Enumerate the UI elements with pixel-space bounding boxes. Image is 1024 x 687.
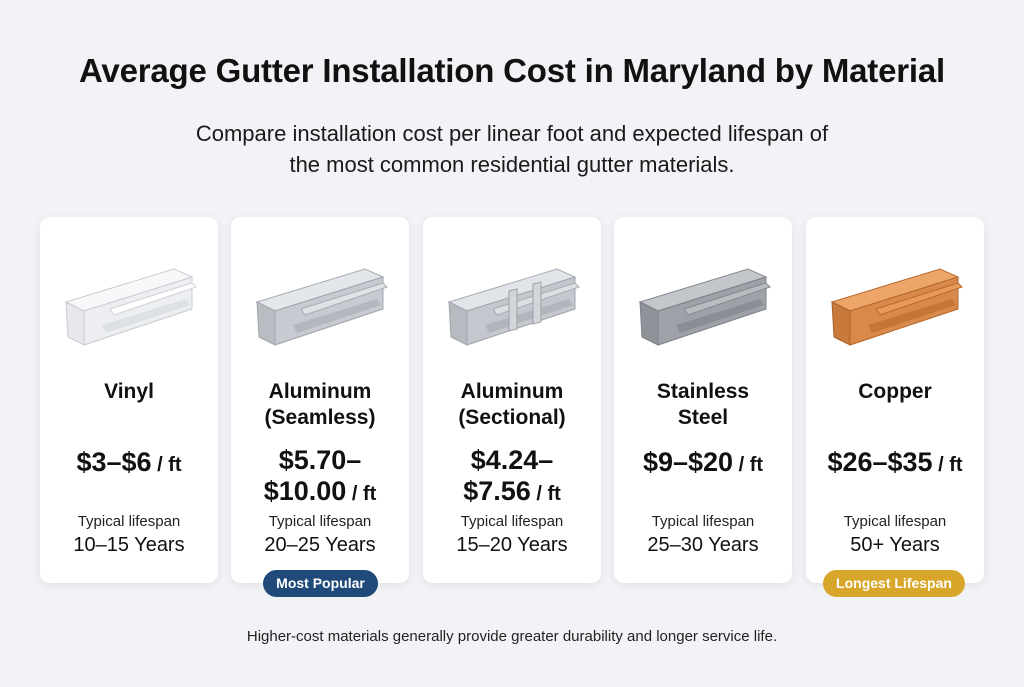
subtitle-line-1: Compare installation cost per linear foo… [195, 121, 829, 146]
longest-lifespan-badge: Longest Lifespan [823, 570, 965, 597]
card-name: Vinyl [40, 379, 218, 405]
card-name-line-2: Steel [677, 406, 729, 429]
card-price: $26–$35 / ft [806, 447, 984, 481]
price-unit: / ft [151, 454, 182, 476]
card-price: $5.70– $10.00 / ft [231, 445, 409, 510]
card-name-line-1: Stainless [656, 380, 750, 403]
page-subtitle: Compare installation cost per linear foo… [150, 118, 874, 180]
lifespan-label: Typical lifespan [77, 513, 181, 530]
footer-note: Higher-cost materials generally provide … [246, 628, 778, 645]
vinyl-gutter-image [64, 268, 197, 346]
price-unit: / ft [733, 454, 764, 476]
card-copper: Copper $26–$35 / ft Typical lifespan 50+… [806, 217, 984, 583]
lifespan-value: 50+ Years [850, 534, 940, 556]
price-value: $26–$35 [827, 447, 933, 477]
card-aluminum-sectional: Aluminum (Sectional) $4.24– $7.56 / ft T… [423, 217, 601, 583]
price-value-line-2: $10.00 [263, 476, 347, 506]
card-price: $9–$20 / ft [614, 447, 792, 481]
lifespan-label: Typical lifespan [651, 513, 755, 530]
subtitle-line-2: the most common residential gutter mater… [289, 152, 735, 177]
aluminum-seamless-gutter-image [255, 268, 388, 346]
lifespan-label: Typical lifespan [460, 513, 564, 530]
card-aluminum-seamless: Aluminum (Seamless) $5.70– $10.00 / ft T… [231, 217, 409, 583]
price-value-line-1: $4.24– [470, 445, 554, 475]
card-name: Copper [806, 379, 984, 405]
card-stainless-steel: Stainless Steel $9–$20 / ft Typical life… [614, 217, 792, 583]
lifespan-label: Typical lifespan [268, 513, 372, 530]
aluminum-sectional-gutter-image [447, 268, 580, 346]
price-value: $3–$6 [76, 447, 152, 477]
card-name-line-1: Aluminum [268, 380, 372, 403]
page-title: Average Gutter Installation Cost in Mary… [79, 52, 945, 89]
card-price: $4.24– $7.56 / ft [423, 445, 601, 510]
card-name-line-1: Vinyl [104, 380, 154, 403]
card-name: Aluminum (Seamless) [231, 379, 409, 431]
lifespan-value: 25–30 Years [647, 534, 759, 556]
price-unit: / ft [346, 483, 377, 505]
card-name-line-1: Aluminum [460, 380, 564, 403]
most-popular-badge: Most Popular [263, 570, 378, 597]
copper-gutter-image [830, 268, 963, 346]
material-cards: Vinyl $3–$6 / ft Typical lifespan 10–15 … [40, 217, 984, 583]
price-unit: / ft [530, 483, 561, 505]
price-unit: / ft [932, 454, 963, 476]
card-name-line-2: (Seamless) [264, 406, 376, 429]
lifespan-value: 15–20 Years [456, 534, 568, 556]
lifespan-value: 20–25 Years [264, 534, 376, 556]
card-vinyl: Vinyl $3–$6 / ft Typical lifespan 10–15 … [40, 217, 218, 583]
lifespan-label: Typical lifespan [843, 513, 947, 530]
card-name: Aluminum (Sectional) [423, 379, 601, 431]
price-value: $9–$20 [642, 447, 734, 477]
card-name-line-1: Copper [858, 380, 932, 403]
stainless-steel-gutter-image [638, 268, 771, 346]
card-price: $3–$6 / ft [40, 447, 218, 481]
card-name-line-2: (Sectional) [458, 406, 566, 429]
price-value-line-2: $7.56 [463, 476, 531, 506]
card-name: Stainless Steel [614, 379, 792, 431]
lifespan-value: 10–15 Years [73, 534, 185, 556]
price-value-line-1: $5.70– [278, 445, 362, 475]
